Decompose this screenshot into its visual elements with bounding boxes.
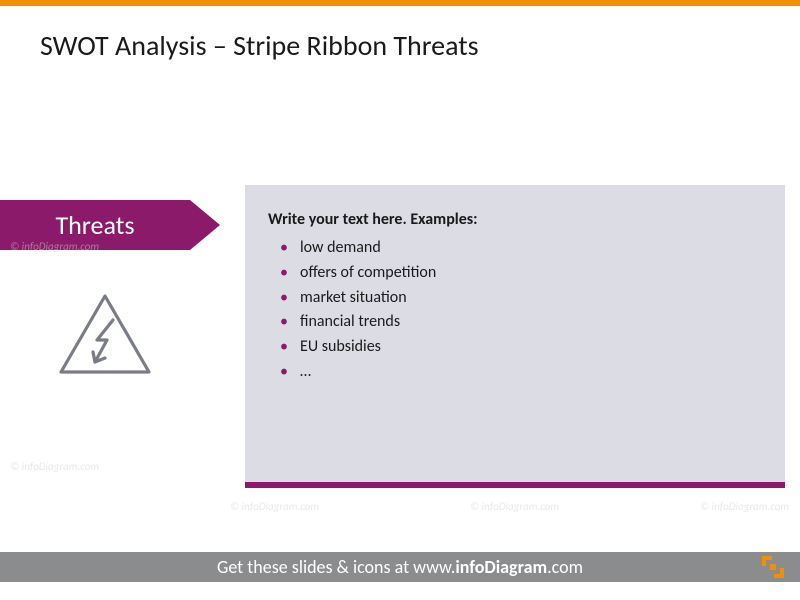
threat-icon [55,290,155,380]
accent-underline [245,482,785,488]
watermark: © infoDiagram.com [230,500,319,513]
list-item: low demand [280,236,436,261]
bullet-list: low demand offers of competition market … [280,236,436,385]
list-item: market situation [280,286,436,311]
footer-bar: Get these slides & icons at www. infoDia… [0,552,800,582]
slide-title: SWOT Analysis – Stripe Ribbon Threats [40,28,479,63]
footer-text-prefix: Get these slides & icons at www. [217,556,455,578]
ribbon-label: Threats [55,209,134,241]
footer-text-bold: infoDiagram [455,556,547,578]
list-item: EU subsidies [280,335,436,360]
list-item: financial trends [280,310,436,335]
slide: SWOT Analysis – Stripe Ribbon Threats Th… [0,0,800,600]
watermark: © infoDiagram.com [700,500,789,513]
list-item: … [280,360,436,385]
threats-ribbon: Threats [0,200,190,250]
top-accent-bar [0,0,800,6]
list-item: offers of competition [280,261,436,286]
watermark: © infoDiagram.com [470,500,559,513]
infodiagram-logo-icon [760,554,786,580]
watermark: © infoDiagram.com [10,460,99,473]
content-heading: Write your text here. Examples: [268,210,478,229]
ribbon-arrow [190,200,220,250]
footer-text-suffix: .com [547,556,583,578]
